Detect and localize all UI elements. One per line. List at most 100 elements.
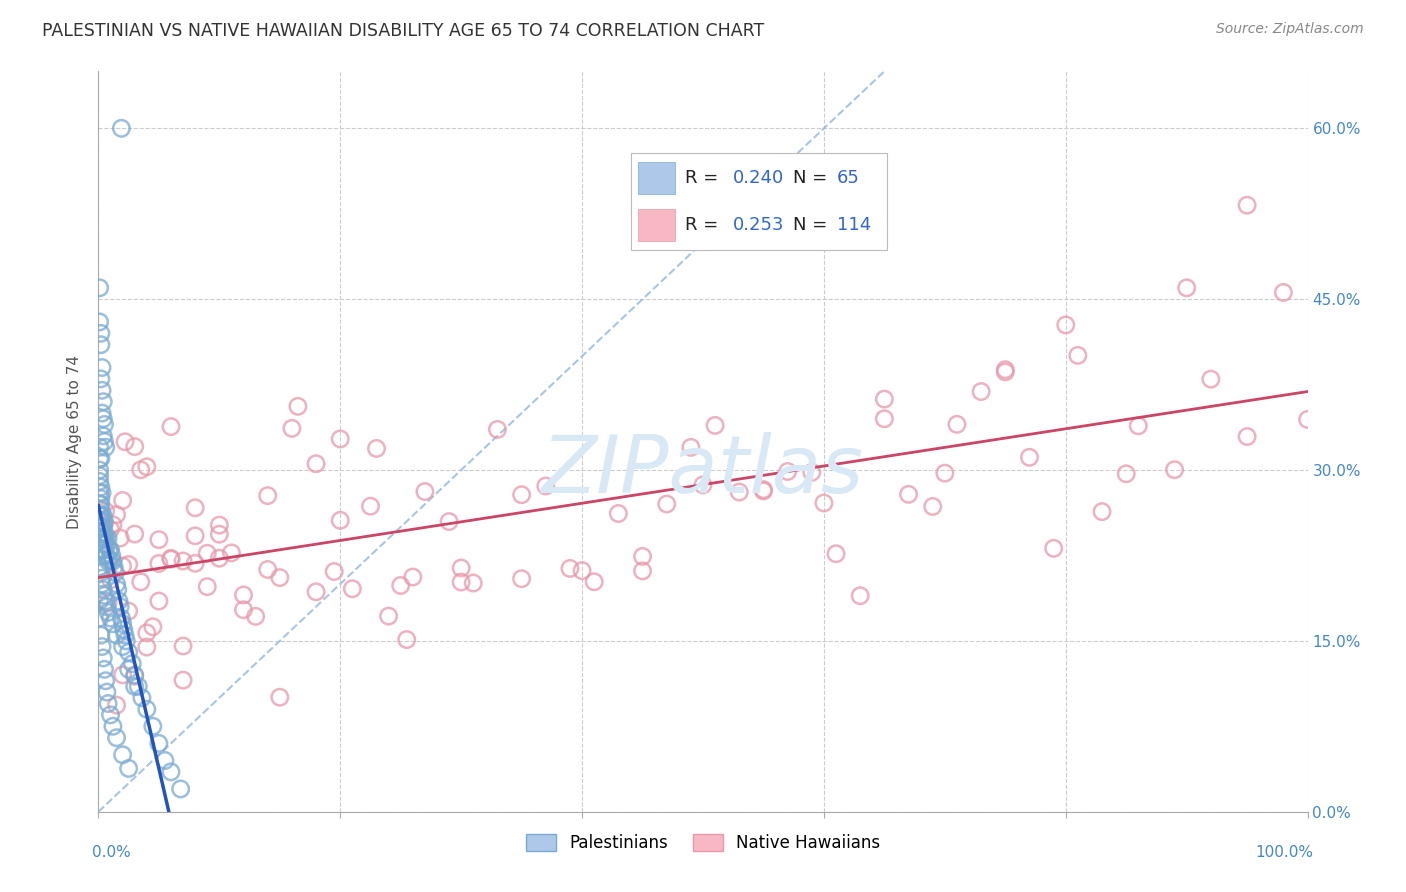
FancyBboxPatch shape [638, 161, 675, 194]
Point [89, 485, 111, 500]
Text: 0.253: 0.253 [733, 217, 785, 235]
Point [1115, 467, 1137, 481]
Point [118, 662, 141, 676]
Point [256, 489, 278, 503]
Point [124, 668, 146, 682]
Text: PALESTINIAN VS NATIVE HAWAIIAN DISABILITY AGE 65 TO 74 CORRELATION CHART: PALESTINIAN VS NATIVE HAWAIIAN DISABILIT… [42, 22, 765, 40]
Point [91, 508, 114, 523]
Point [100, 523, 122, 537]
Point [91, 394, 114, 409]
Point [93, 525, 115, 540]
Point [96, 599, 118, 614]
Y-axis label: Disability Age 65 to 74: Disability Age 65 to 74 [67, 354, 83, 529]
Point [89, 559, 111, 574]
Text: R =: R = [686, 217, 724, 235]
Point [970, 384, 993, 399]
Point [89, 611, 111, 625]
Point [1236, 429, 1258, 443]
Point [121, 657, 143, 671]
Point [91, 532, 114, 546]
Point [129, 463, 152, 477]
Point [91, 514, 114, 528]
Point [486, 422, 509, 436]
Point [91, 520, 114, 534]
Point [169, 781, 191, 796]
Point [395, 632, 418, 647]
Point [90, 520, 112, 534]
Point [90, 532, 112, 546]
Point [329, 513, 352, 527]
Point [135, 702, 157, 716]
Point [101, 517, 124, 532]
Point [91, 406, 114, 420]
Point [124, 440, 146, 454]
Point [91, 582, 114, 597]
Point [450, 575, 472, 590]
Point [195, 546, 218, 560]
Point [142, 620, 165, 634]
Point [108, 531, 131, 545]
Point [946, 417, 969, 432]
Point [114, 628, 136, 642]
Point [91, 542, 114, 557]
Text: ZIPatlas: ZIPatlas [541, 432, 865, 510]
Point [100, 611, 122, 625]
Point [112, 623, 135, 637]
Point [124, 680, 146, 694]
Point [94, 440, 117, 454]
Point [108, 599, 131, 614]
Point [91, 651, 114, 665]
Point [91, 411, 114, 425]
Point [148, 533, 170, 547]
Point [90, 503, 112, 517]
Point [583, 574, 606, 589]
Point [94, 673, 117, 688]
Point [91, 508, 114, 523]
Point [100, 573, 122, 587]
Point [142, 719, 165, 733]
Point [389, 578, 412, 592]
Text: 0.240: 0.240 [733, 169, 783, 186]
Point [437, 515, 460, 529]
Point [129, 574, 152, 589]
Point [90, 497, 112, 511]
Point [287, 400, 309, 414]
Point [148, 557, 170, 571]
FancyBboxPatch shape [638, 210, 675, 242]
Point [1163, 463, 1185, 477]
Point [571, 564, 593, 578]
Text: R =: R = [686, 169, 724, 186]
Point [90, 372, 112, 386]
Point [413, 484, 436, 499]
Point [728, 485, 751, 500]
Point [208, 518, 231, 533]
Point [96, 685, 118, 699]
Point [135, 640, 157, 654]
Point [558, 561, 581, 575]
Point [124, 669, 146, 683]
Point [101, 719, 124, 733]
Point [103, 559, 125, 574]
Point [115, 633, 138, 648]
Legend: Palestinians, Native Hawaiians: Palestinians, Native Hawaiians [519, 828, 887, 859]
Point [221, 546, 243, 560]
Point [704, 418, 727, 433]
Point [323, 565, 346, 579]
Point [825, 547, 848, 561]
Point [195, 580, 218, 594]
Point [160, 764, 183, 779]
Point [100, 707, 122, 722]
Point [679, 441, 702, 455]
Point [97, 596, 120, 610]
Point [450, 561, 472, 575]
Point [281, 421, 304, 435]
Point [90, 491, 112, 506]
Text: 114: 114 [837, 217, 872, 235]
Point [342, 582, 364, 596]
Point [105, 698, 128, 712]
Point [98, 542, 121, 557]
Point [1236, 198, 1258, 212]
Point [97, 697, 120, 711]
Point [631, 564, 654, 578]
Point [110, 611, 132, 625]
